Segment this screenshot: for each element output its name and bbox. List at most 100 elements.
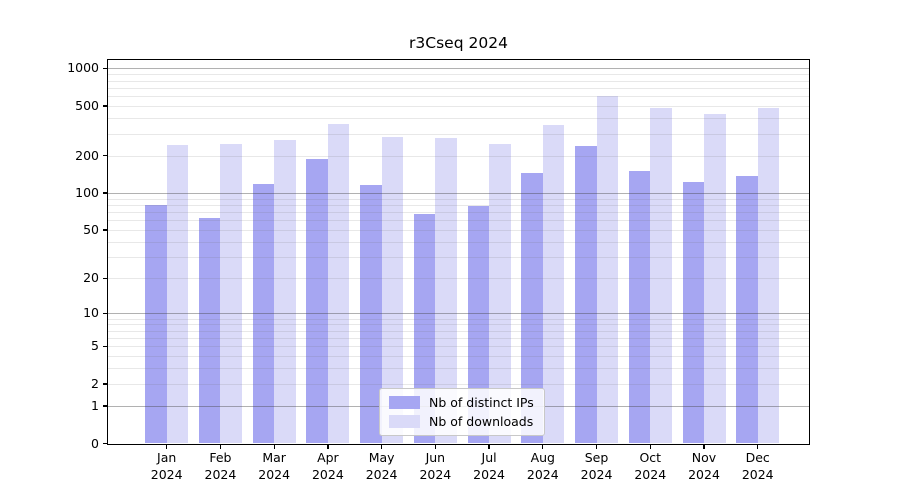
legend-label-distinct-ips: Nb of distinct IPs xyxy=(429,395,534,410)
y-tick-mark-1 xyxy=(102,405,107,407)
bar-downloads-jul xyxy=(489,143,511,444)
x-tick-mark-sep xyxy=(595,444,598,449)
y-tick-mark-1000 xyxy=(102,67,107,70)
x-tick-label-jan: Jan 2024 xyxy=(150,450,183,482)
y-tick-label-1000: 1000 xyxy=(67,60,99,76)
gridline-minor-50 xyxy=(108,230,809,232)
x-tick-label-sep: Sep 2024 xyxy=(580,450,613,482)
gridline-minor-60 xyxy=(108,220,809,222)
gridline-minor-7 xyxy=(108,330,809,332)
bar-downloads-nov xyxy=(704,114,726,444)
bar-distinct-ips-oct xyxy=(628,171,651,444)
gridline-major-1000 xyxy=(108,68,809,70)
x-tick-mark-jul xyxy=(488,444,490,449)
y-tick-mark-500 xyxy=(102,105,107,107)
gridline-minor-400 xyxy=(108,118,809,120)
bar-downloads-sep xyxy=(596,96,619,444)
gridline-minor-5 xyxy=(108,346,809,348)
x-tick-mark-jan xyxy=(166,444,168,449)
x-tick-label-jun: Jun 2024 xyxy=(419,450,452,482)
gridline-major-10 xyxy=(108,313,809,315)
gridline-major-100 xyxy=(108,192,809,194)
y-tick-label-20: 20 xyxy=(83,270,99,286)
y-tick-label-10: 10 xyxy=(83,305,99,321)
gridline-minor-700 xyxy=(108,87,809,89)
y-tick-label-500: 500 xyxy=(75,98,99,114)
gridline-minor-300 xyxy=(108,133,809,135)
gridline-minor-600 xyxy=(108,96,809,98)
chart-title: r3Cseq 2024 xyxy=(409,34,508,52)
gridline-minor-70 xyxy=(108,212,809,214)
y-tick-mark-20 xyxy=(102,277,107,279)
x-tick-mark-aug xyxy=(542,444,544,449)
bar-distinct-ips-nov xyxy=(682,181,704,444)
y-tick-mark-10 xyxy=(102,312,107,314)
bar-distinct-ips-aug xyxy=(521,172,543,444)
legend-item-distinct-ips: Nb of distinct IPs xyxy=(389,396,534,409)
bar-distinct-ips-apr xyxy=(306,158,328,444)
x-tick-mark-apr xyxy=(327,444,329,449)
bar-distinct-ips-jun xyxy=(413,214,436,444)
x-tick-mark-dec xyxy=(757,444,759,449)
bar-downloads-may xyxy=(381,136,404,444)
bar-downloads-mar xyxy=(274,139,296,444)
bar-distinct-ips-feb xyxy=(198,217,221,444)
y-tick-mark-0 xyxy=(102,442,107,445)
legend-swatch-downloads xyxy=(389,415,420,428)
gridline-minor-90 xyxy=(108,198,809,200)
x-tick-label-aug: Aug 2024 xyxy=(526,450,559,482)
x-tick-mark-jun xyxy=(434,444,436,449)
gridline-minor-20 xyxy=(108,278,809,280)
bar-distinct-ips-dec xyxy=(736,176,758,444)
legend-swatch-distinct-ips xyxy=(389,396,420,409)
y-tick-label-2: 2 xyxy=(91,375,99,391)
gridline-minor-900 xyxy=(108,74,809,76)
bar-distinct-ips-may xyxy=(360,184,382,444)
y-tick-label-0: 0 xyxy=(91,435,99,451)
gridline-minor-2 xyxy=(108,383,809,385)
gridline-minor-40 xyxy=(108,241,809,243)
gridline-minor-800 xyxy=(108,80,809,82)
y-tick-mark-100 xyxy=(102,192,107,194)
legend-label-downloads: Nb of downloads xyxy=(429,414,534,429)
gridline-minor-80 xyxy=(108,204,809,206)
y-tick-label-1: 1 xyxy=(91,397,99,413)
y-tick-mark-50 xyxy=(102,229,107,231)
x-tick-label-nov: Nov 2024 xyxy=(688,450,720,482)
gridline-minor-200 xyxy=(108,155,809,157)
gridline-minor-3 xyxy=(108,368,809,370)
bar-distinct-ips-jul xyxy=(467,206,490,444)
y-tick-mark-5 xyxy=(102,345,107,347)
x-tick-label-apr: Apr 2024 xyxy=(311,450,344,482)
x-tick-mark-may xyxy=(380,444,383,449)
gridline-minor-500 xyxy=(108,106,809,108)
x-tick-label-dec: Dec 2024 xyxy=(741,450,774,482)
y-tick-label-100: 100 xyxy=(75,184,99,200)
x-tick-label-may: May 2024 xyxy=(365,450,398,482)
y-tick-label-50: 50 xyxy=(83,222,99,238)
y-tick-label-200: 200 xyxy=(75,147,99,163)
x-tick-label-feb: Feb 2024 xyxy=(204,450,237,482)
bar-downloads-jun xyxy=(435,137,457,444)
x-tick-label-mar: Mar 2024 xyxy=(258,450,291,482)
gridline-minor-8 xyxy=(108,324,809,326)
x-tick-label-oct: Oct 2024 xyxy=(634,450,667,482)
x-tick-mark-feb xyxy=(219,444,222,449)
x-tick-mark-nov xyxy=(703,444,705,449)
bar-downloads-feb xyxy=(220,144,242,444)
bar-distinct-ips-mar xyxy=(252,184,275,444)
bar-downloads-apr xyxy=(327,124,350,444)
legend: Nb of distinct IPs Nb of downloads xyxy=(379,388,545,436)
y-tick-mark-2 xyxy=(102,383,107,385)
bar-distinct-ips-jan xyxy=(145,204,167,444)
gridline-minor-30 xyxy=(108,257,809,259)
x-tick-label-jul: Jul 2024 xyxy=(473,450,505,482)
gridline-minor-9 xyxy=(108,318,809,320)
gridline-minor-6 xyxy=(108,337,809,339)
bar-downloads-oct xyxy=(650,107,672,444)
x-tick-mark-mar xyxy=(273,444,275,449)
y-tick-mark-200 xyxy=(102,154,107,157)
bar-downloads-jan xyxy=(166,144,189,444)
bar-downloads-dec xyxy=(757,108,780,444)
x-tick-mark-oct xyxy=(649,444,651,449)
